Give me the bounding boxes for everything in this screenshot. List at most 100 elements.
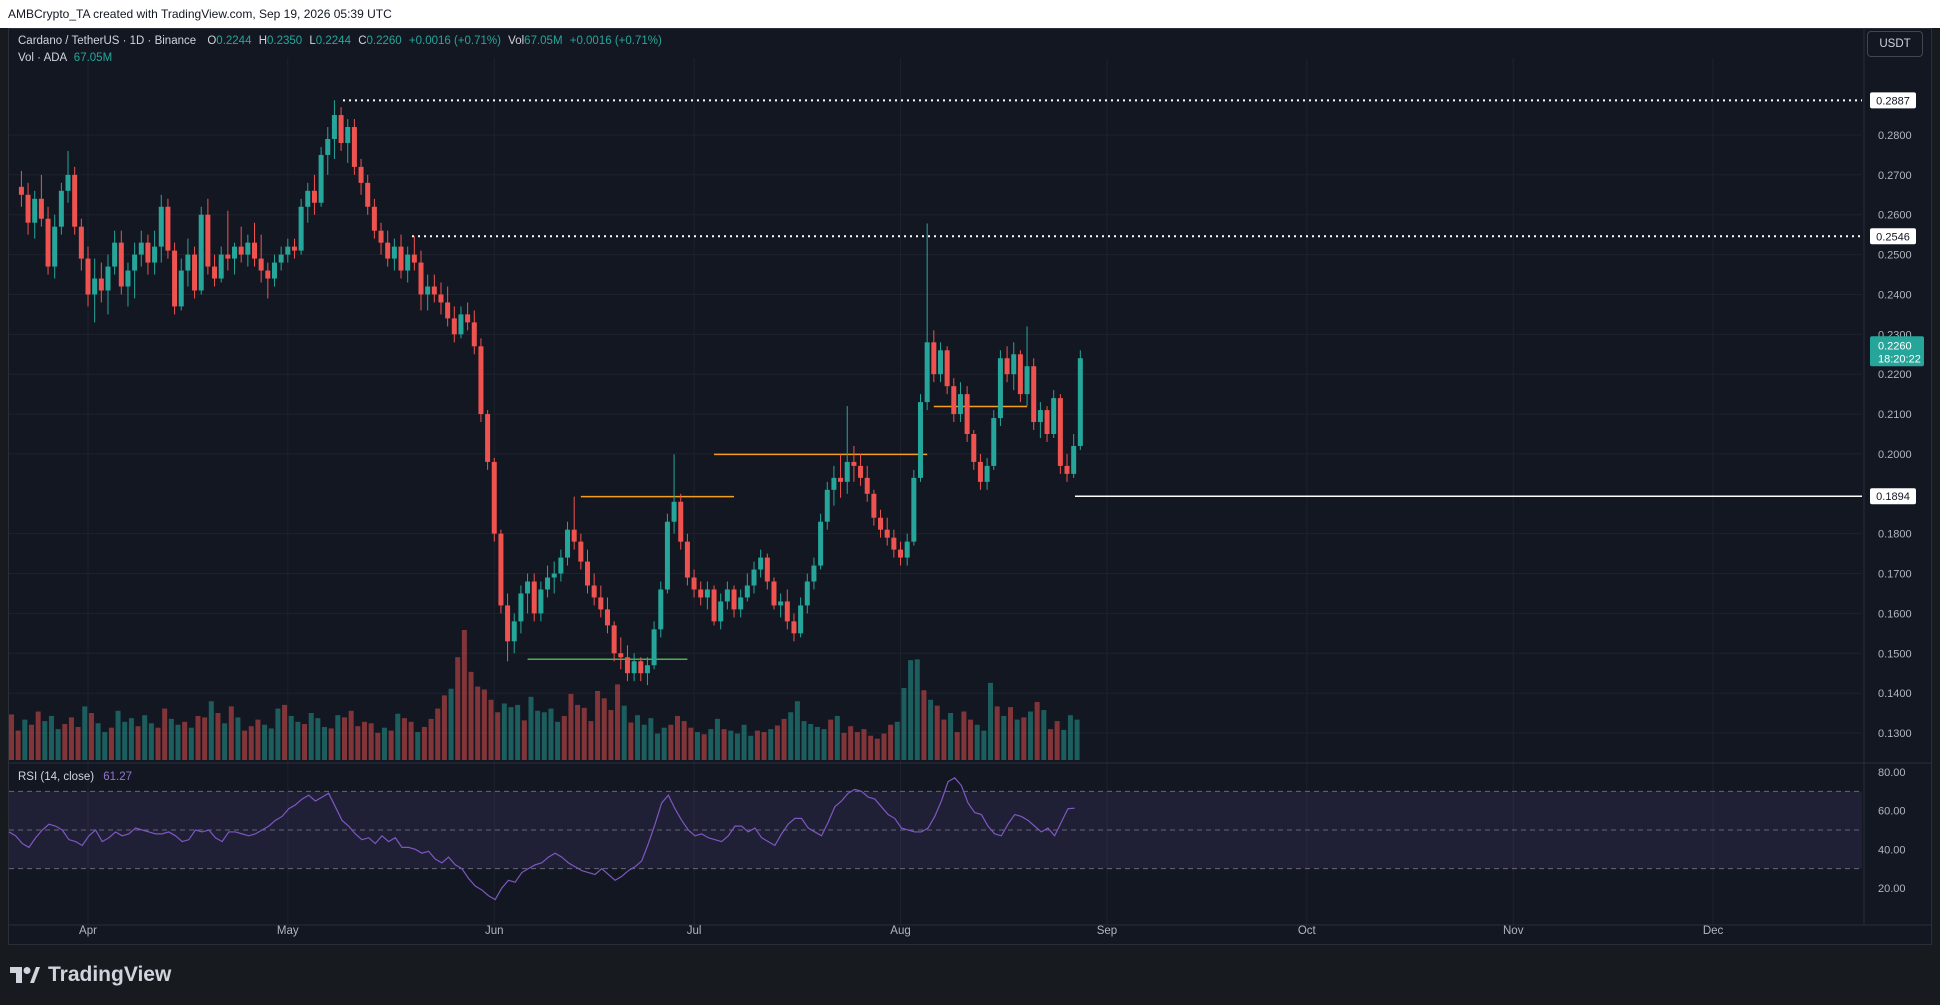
horizontal-levels: [343, 99, 1862, 660]
vol-change: +0.0016 (+0.71%): [569, 35, 662, 47]
rsi-line-group: [8, 777, 1075, 901]
candle-body: [291, 246, 297, 251]
candle-body: [118, 242, 124, 287]
candle-body: [1011, 354, 1017, 375]
volume-bar: [368, 723, 374, 760]
time-axis: Apr May Jun Jul Aug Sep Oct Nov Dec: [79, 925, 1723, 937]
candle-body: [798, 605, 804, 634]
volume-bar: [768, 729, 774, 760]
candle-body: [651, 629, 657, 666]
volume-bar: [968, 719, 974, 760]
volume-bar: [668, 724, 674, 760]
volume-bar: [28, 724, 34, 760]
vol-label: Vol: [508, 35, 525, 47]
candle-body: [371, 206, 377, 231]
candle-body: [298, 206, 304, 251]
volume-bar: [941, 719, 947, 760]
candle-body: [38, 198, 44, 219]
volume-bar: [741, 724, 747, 760]
candle-body: [931, 342, 937, 375]
candle-body: [505, 605, 511, 642]
candle-body: [1071, 445, 1077, 474]
candle-body: [991, 418, 997, 466]
volume-bar: [621, 705, 627, 760]
candle-body: [804, 581, 810, 606]
volume-bar: [1021, 717, 1027, 760]
candle-body: [92, 278, 98, 295]
candle-body: [252, 242, 257, 259]
candle-body: [398, 246, 404, 271]
brand-name: TradingView: [48, 963, 172, 986]
volume-bar: [615, 684, 621, 760]
volume-bar: [714, 718, 720, 760]
candle-body: [618, 653, 624, 658]
candle-body: [232, 246, 238, 259]
volume-bar: [528, 696, 534, 760]
candle-body: [1017, 354, 1023, 395]
volume-bar: [588, 721, 594, 760]
footer-bar: [0, 945, 1940, 1005]
volume-bar: [641, 724, 647, 760]
volume-bar: [228, 706, 234, 760]
currency-button[interactable]: USDT: [1867, 31, 1923, 57]
volume-bar: [168, 718, 174, 760]
candle-body: [98, 278, 104, 291]
candle-body: [258, 258, 264, 271]
last-price-countdown: 18:20:22: [1878, 353, 1921, 365]
volume-bar: [535, 710, 541, 760]
candle-body: [405, 254, 411, 271]
volume-bar: [435, 708, 441, 760]
volume-bar: [115, 710, 121, 760]
volume-bar: [235, 717, 241, 760]
volume-bar: [608, 710, 614, 760]
volume-bar: [821, 729, 827, 760]
volume-bar: [694, 732, 700, 760]
volume-bar: [255, 719, 261, 760]
price-tick-label: 0.2000: [1878, 449, 1912, 461]
volume-bar: [75, 726, 81, 760]
candle-body: [731, 589, 737, 610]
candle-body: [858, 465, 864, 478]
volume-bar: [681, 721, 687, 760]
candle-body: [245, 242, 251, 255]
volume-bar: [182, 721, 188, 760]
candle-body: [758, 557, 764, 570]
candle-body: [711, 589, 717, 622]
candle-body: [425, 286, 431, 295]
candle-body: [318, 154, 324, 203]
candle-body: [132, 254, 138, 271]
last-price-box: [1870, 336, 1924, 367]
candle-body: [971, 434, 977, 462]
candle-body: [751, 569, 757, 586]
candle-body: [32, 198, 38, 223]
volume-bar: [575, 704, 581, 760]
volume-bar: [814, 726, 820, 760]
volume-bar: [295, 721, 301, 760]
candle-body: [1057, 398, 1063, 466]
volume-bar: [675, 715, 680, 760]
volume-bar: [661, 727, 667, 760]
volume-bar: [834, 715, 840, 760]
volume-bar: [708, 729, 714, 760]
volume-bar: [628, 722, 634, 760]
volume-bar: [395, 713, 401, 760]
candle-body: [138, 242, 144, 255]
volume-bar: [774, 725, 780, 760]
volume-bar: [868, 735, 874, 760]
volume-bar: [1074, 719, 1080, 760]
volume-bar: [415, 732, 421, 760]
volume-bar: [854, 732, 860, 760]
candle-body: [1077, 358, 1083, 446]
time-tick-label: May: [277, 925, 299, 937]
volume-bar: [308, 712, 314, 760]
rsi-line: [8, 777, 1075, 901]
tradingview-brand[interactable]: TradingView: [10, 962, 171, 988]
attribution-bar: AMBCrypto_TA created with TradingView.co…: [0, 0, 1940, 28]
candle-body: [278, 254, 284, 263]
candle-body: [112, 242, 118, 267]
volume-bar: [828, 719, 834, 760]
time-tick-label: Aug: [890, 925, 910, 937]
candle-body: [944, 350, 950, 387]
volume-bar: [781, 718, 787, 760]
